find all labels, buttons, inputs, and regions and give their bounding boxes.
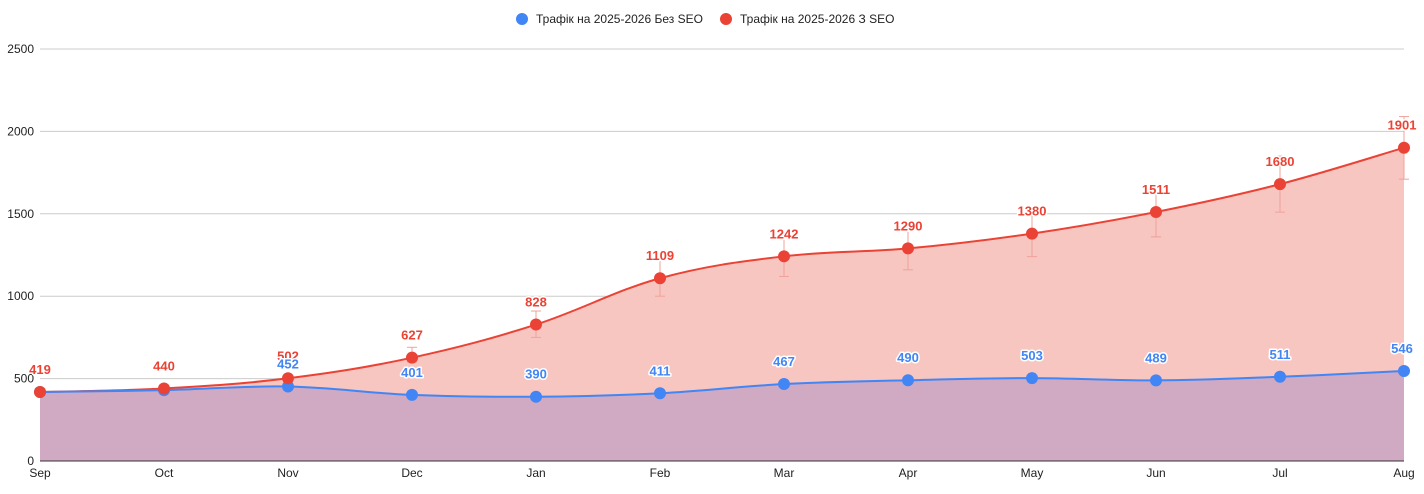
- x-tick-label: Oct: [155, 466, 174, 480]
- x-tick-label: Sep: [29, 466, 51, 480]
- x-tick-label: Feb: [650, 466, 671, 480]
- x-tick-label: Jun: [1146, 466, 1165, 480]
- data-point-series-2: [530, 318, 542, 331]
- data-point-series-1: [406, 388, 418, 401]
- legend-label-series-2: Трафік на 2025-2026 З SEO: [740, 12, 894, 26]
- series-line-2: [39, 146, 1405, 393]
- series-line-1: [39, 370, 1405, 398]
- x-tick-label: Jan: [526, 466, 545, 480]
- data-label-series-1: 467: [773, 354, 795, 369]
- y-axis-ticks: 0 500 1000 1500 2000 2500: [7, 42, 34, 468]
- data-point-series-1: [778, 378, 790, 391]
- legend-marker-series-1: [516, 13, 528, 25]
- data-label-series-1: 452: [277, 357, 299, 372]
- x-tick-label: Apr: [899, 466, 918, 480]
- y-tick-label: 1000: [7, 289, 34, 303]
- legend-label-series-1: Трафік на 2025-2026 Без SEO: [536, 12, 703, 26]
- data-point-series-2: [406, 351, 418, 364]
- data-point-series-1: [1026, 372, 1038, 385]
- data-label-series-1: 401: [401, 365, 423, 380]
- x-tick-label: Jul: [1272, 466, 1287, 480]
- data-point-series-2: [654, 272, 666, 285]
- data-label-series-1: 546: [1391, 341, 1413, 356]
- data-point-series-2: [158, 382, 170, 395]
- x-axis-ticks: Sep Oct Nov Dec Jan Feb Mar Apr May Jun Jul Aug: [29, 466, 1414, 480]
- x-tick-label: Nov: [277, 466, 298, 480]
- data-label-series-1: 411: [650, 363, 671, 378]
- data-point-series-2: [282, 372, 294, 385]
- y-tick-label: 1500: [7, 207, 34, 221]
- x-tick-label: Dec: [401, 466, 422, 480]
- data-label-series-1: 490: [897, 350, 919, 365]
- data-label-series-2: 1380: [1018, 204, 1047, 219]
- series-lines: [39, 146, 1405, 398]
- data-points: [34, 141, 1410, 403]
- legend-marker-series-2: [720, 13, 732, 25]
- data-point-series-2: [902, 242, 914, 255]
- data-label-series-2: 1109: [646, 248, 674, 263]
- y-tick-label: 0: [27, 454, 34, 468]
- data-point-series-1: [654, 387, 666, 400]
- data-label-series-2: 1511: [1142, 182, 1170, 197]
- data-label-series-2: 440: [153, 358, 175, 373]
- data-label-series-2: 1290: [894, 218, 923, 233]
- data-point-series-1: [282, 380, 294, 393]
- data-label-series-2: 1242: [770, 226, 799, 241]
- series-areas: [40, 147, 1404, 461]
- x-tick-label: Mar: [774, 466, 795, 480]
- data-point-series-2: [778, 250, 790, 263]
- data-point-series-2: [1274, 178, 1286, 191]
- y-tick-label: 2500: [7, 42, 34, 56]
- data-point-series-1: [1150, 374, 1162, 387]
- x-tick-label: Aug: [1393, 466, 1414, 480]
- data-point-series-1: [530, 390, 542, 403]
- data-label-series-1: 489: [1145, 350, 1167, 365]
- data-label-series-1: 511: [1270, 347, 1291, 362]
- data-label-series-2: 1901: [1388, 118, 1417, 133]
- data-label-series-2: 828: [525, 295, 547, 310]
- y-tick-label: 500: [14, 372, 34, 386]
- data-label-series-1: 390: [525, 367, 547, 382]
- data-label-series-1: 503: [1021, 348, 1043, 363]
- data-label-series-2: 502: [277, 348, 299, 363]
- legend: Трафік на 2025-2026 Без SEO Трафік на 20…: [516, 12, 894, 26]
- data-point-series-2: [1026, 227, 1038, 240]
- x-tick-label: May: [1021, 466, 1044, 480]
- data-label-series-2: 419: [29, 362, 51, 377]
- data-point-series-2: [1398, 141, 1410, 154]
- y-tick-label: 2000: [7, 124, 34, 138]
- data-label-series-2: 1680: [1266, 154, 1295, 169]
- data-point-series-1: [1274, 370, 1286, 383]
- data-point-series-1: [902, 374, 914, 387]
- data-point-series-2: [1150, 205, 1162, 218]
- data-labels: 419 440 502 627 828 1109 1242 1290 1380 1511 1680 1…: [28, 116, 1418, 383]
- data-point-series-2: [34, 385, 46, 398]
- data-label-series-2: 627: [401, 328, 423, 343]
- data-point-series-1: [1398, 365, 1410, 378]
